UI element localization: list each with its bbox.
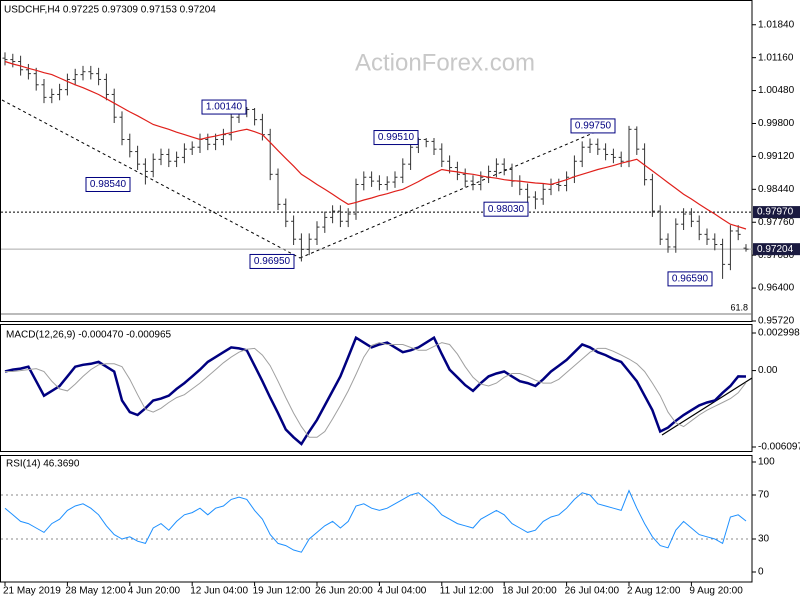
annotation-label: 0.96590 [672, 274, 709, 285]
fib-label: 61.8 [730, 302, 748, 312]
annotation-label: 1.00140 [206, 102, 243, 113]
y-tick-label: 1.00480 [758, 85, 795, 96]
annotation-label: 0.98030 [488, 204, 525, 215]
annotation-box [201, 99, 247, 115]
series-line [4, 489, 747, 553]
annotation-box [85, 176, 131, 192]
y-tick-label: 0.99120 [758, 151, 795, 162]
y-tick-label: 1.01840 [758, 19, 795, 30]
annotation-label: 0.96950 [254, 256, 291, 267]
y-tick-label: 100 [758, 457, 775, 468]
macd-panel [0, 324, 753, 452]
x-tick-label: 2 Aug 12:00 [627, 586, 681, 597]
y-tick-label: 0.98440 [758, 184, 795, 195]
rsi-title: RSI(14) 46.3690 [6, 459, 80, 470]
series-line [4, 335, 747, 446]
x-tick-label: 26 Jul 04:00 [565, 586, 620, 597]
annotation-box [373, 130, 419, 146]
macd-trendline [661, 377, 753, 436]
y-tick-label: 1.01160 [758, 52, 794, 63]
x-tick-label: 18 Jul 20:00 [502, 586, 557, 597]
level-label: 0.97970 [757, 207, 794, 218]
annotation-box [570, 118, 616, 134]
trendline [1, 99, 301, 259]
annotation-label: 0.99510 [378, 132, 415, 143]
price-title: USDCHF,H4 0.97225 0.97309 0.97153 0.9720… [4, 5, 216, 16]
x-tick-label: 9 Aug 20:00 [689, 586, 743, 597]
y-tick-label: 0.002998 [758, 328, 800, 339]
level-label: 0.97204 [757, 244, 794, 255]
y-tick-label: -0.006097 [758, 442, 800, 453]
annotation-label: 0.99750 [575, 121, 612, 132]
price-panel [0, 0, 753, 322]
y-tick-label: 0.97080 [758, 250, 795, 261]
level-box [753, 243, 800, 256]
x-tick-label: 4 Jun 20:00 [128, 586, 181, 597]
y-tick-label: 0.95720 [758, 316, 795, 327]
y-tick-label: 0.96400 [758, 283, 795, 294]
trendline [299, 124, 613, 259]
level-box [753, 206, 800, 219]
x-tick-label: 19 Jun 12:00 [253, 586, 311, 597]
series-line [5, 342, 747, 438]
x-tick-label: 26 Jun 20:00 [315, 586, 373, 597]
y-tick-label: 0 [758, 567, 764, 578]
rsi-panel [0, 455, 753, 583]
y-tick-label: 30 [758, 534, 770, 545]
y-tick-label: 70 [758, 490, 770, 501]
annotation-label: 0.98540 [90, 179, 127, 190]
y-tick-label: 0.99800 [758, 118, 795, 129]
annotation-box [483, 201, 529, 217]
annotation-box [249, 253, 295, 269]
x-tick-label: 12 Jun 04:00 [190, 586, 248, 597]
y-tick-label: 0.00 [758, 365, 778, 376]
x-tick-label: 11 Jul 12:00 [440, 586, 494, 597]
annotation-box [667, 271, 713, 287]
macd-title: MACD(12,26,9) -0.000470 -0.000965 [6, 330, 172, 341]
x-tick-label: 4 Jul 04:00 [377, 586, 426, 597]
y-tick-label: 0.97760 [758, 217, 795, 228]
watermark: ActionForex.com [355, 49, 535, 76]
x-tick-label: 21 May 2019 [3, 586, 61, 597]
moving-average [4, 60, 747, 230]
x-tick-label: 28 May 12:00 [65, 586, 126, 597]
